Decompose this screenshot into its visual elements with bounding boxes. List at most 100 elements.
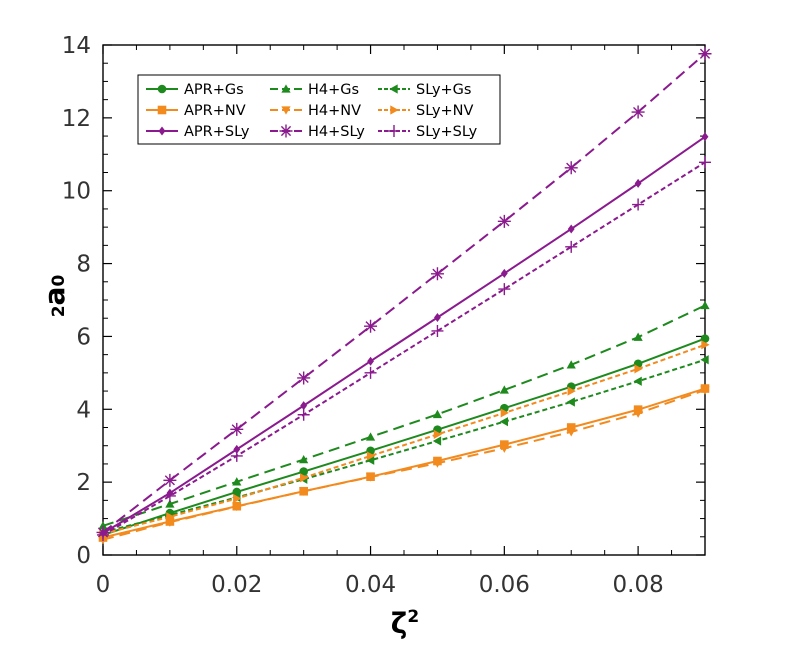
data-point-sly-sly-4 bbox=[364, 366, 377, 379]
data-point-sly-gs-4 bbox=[365, 455, 375, 465]
x-axis-label-sup: 2 bbox=[407, 607, 419, 627]
y-tick-label-0: 0 bbox=[76, 543, 91, 569]
legend-label-sly-gs: SLy+Gs bbox=[416, 82, 471, 98]
y-tick-labels: 0 2 4 6 8 10 12 14 bbox=[62, 33, 91, 569]
legend-marker-apr-sly bbox=[158, 126, 166, 136]
series-line-apr-nv bbox=[102, 387, 706, 539]
data-point-h4-sly-2 bbox=[230, 422, 244, 436]
x-tick-label-1: 0.02 bbox=[211, 572, 262, 598]
data-point-h4-gs-5 bbox=[432, 409, 443, 419]
legend-marker-h4-gs bbox=[281, 84, 291, 93]
data-point-h4-sly-6 bbox=[497, 214, 511, 228]
data-point-sly-nv-4 bbox=[366, 451, 376, 461]
legend-label-h4-gs: H4+Gs bbox=[308, 82, 359, 98]
legend-entry-apr-gs: APR+Gs bbox=[146, 82, 244, 98]
x-tick-label-2: 0.04 bbox=[345, 572, 396, 598]
data-point-h4-gs-3 bbox=[299, 454, 309, 464]
series-h4-gs bbox=[98, 300, 710, 530]
legend-box bbox=[137, 74, 501, 145]
series-sly-sly bbox=[97, 156, 711, 541]
data-point-sly-sly-8 bbox=[632, 198, 645, 211]
data-point-h4-nv-8 bbox=[633, 409, 643, 418]
data-point-h4-gs-4 bbox=[365, 432, 376, 441]
data-point-apr-gs-9 bbox=[700, 334, 710, 343]
legend-marker-sly-sly bbox=[388, 125, 400, 137]
legend-label-apr-gs: APR+Gs bbox=[184, 82, 244, 98]
series-line-sly-nv bbox=[102, 343, 706, 535]
data-point-h4-sly-5 bbox=[430, 267, 444, 281]
data-point-apr-sly-2 bbox=[233, 444, 241, 454]
data-point-h4-nv-4 bbox=[365, 473, 376, 482]
y-axis-label-main: a bbox=[38, 287, 71, 306]
legend-label-sly-nv: SLy+NV bbox=[416, 103, 474, 119]
data-point-sly-nv-7 bbox=[567, 386, 576, 396]
data-point-sly-nv-2 bbox=[233, 493, 242, 504]
data-point-h4-nv-5 bbox=[432, 459, 443, 468]
data-point-sly-sly-6 bbox=[498, 283, 511, 296]
data-point-sly-nv-5 bbox=[433, 429, 443, 440]
data-point-apr-sly-7 bbox=[567, 224, 575, 234]
data-point-sly-gs-5 bbox=[432, 436, 442, 446]
data-point-sly-sly-7 bbox=[565, 240, 578, 253]
data-point-sly-gs-9 bbox=[700, 355, 709, 365]
legend-marker-h4-nv bbox=[281, 106, 291, 115]
data-point-h4-sly-3 bbox=[297, 371, 311, 385]
data-point-sly-sly-0 bbox=[97, 528, 109, 541]
series-apr-sly bbox=[99, 132, 709, 538]
legend-entry-sly-nv: SLy+NV bbox=[378, 103, 474, 119]
data-point-h4-gs-8 bbox=[633, 332, 643, 341]
y-axis-label-pre: 2 bbox=[49, 305, 69, 317]
legend-entry-sly-gs: SLy+Gs bbox=[378, 82, 471, 98]
data-point-h4-nv-1 bbox=[165, 518, 175, 527]
data-point-apr-sly-5 bbox=[434, 312, 441, 322]
legend-label-h4-sly: H4+SLy bbox=[308, 124, 365, 140]
x-axis-label-main: ζ bbox=[391, 607, 408, 640]
data-point-apr-sly-9 bbox=[701, 132, 709, 142]
data-point-sly-sly-5 bbox=[431, 324, 444, 337]
data-point-sly-sly-2 bbox=[230, 449, 243, 462]
data-point-apr-sly-8 bbox=[634, 178, 642, 188]
data-point-h4-gs-1 bbox=[165, 499, 175, 508]
legend-entry-h4-nv: H4+NV bbox=[270, 103, 361, 119]
x-axis-label: ζ2 bbox=[391, 607, 419, 640]
minor-ticks bbox=[103, 45, 706, 555]
data-point-h4-sly-4 bbox=[364, 319, 378, 333]
data-point-h4-nv-6 bbox=[499, 444, 509, 453]
data-point-sly-sly-9 bbox=[699, 156, 711, 169]
data-point-sly-gs-8 bbox=[633, 376, 642, 386]
legend-entry-h4-sly: H4+SLy bbox=[270, 124, 365, 140]
major-ticks bbox=[102, 44, 705, 556]
series-line-h4-sly bbox=[102, 52, 706, 534]
series-line-h4-gs bbox=[102, 304, 706, 527]
data-point-sly-sly-1 bbox=[163, 489, 176, 502]
series-line-sly-sly bbox=[102, 161, 706, 536]
y-tick-label-2: 4 bbox=[76, 397, 91, 423]
legend-label-apr-nv: APR+NV bbox=[184, 103, 246, 119]
data-point-sly-nv-9 bbox=[701, 340, 710, 350]
legend-label-h4-nv: H4+NV bbox=[308, 103, 361, 119]
legend-marker-apr-gs bbox=[157, 84, 167, 94]
y-tick-label-7: 14 bbox=[62, 33, 91, 59]
x-tick-label-0: 0 bbox=[96, 572, 111, 598]
legend-entry-sly-sly: SLy+SLy bbox=[378, 124, 478, 140]
data-point-h4-nv-2 bbox=[232, 502, 242, 512]
series-group bbox=[96, 47, 712, 545]
data-point-sly-nv-8 bbox=[634, 364, 643, 374]
data-point-apr-sly-3 bbox=[300, 401, 308, 411]
series-line-sly-gs bbox=[102, 358, 706, 534]
series-apr-gs bbox=[98, 334, 710, 540]
data-point-h4-nv-3 bbox=[299, 487, 309, 496]
y-tick-label-3: 6 bbox=[76, 324, 91, 350]
series-sly-nv bbox=[99, 340, 710, 539]
legend-entry-apr-nv: APR+NV bbox=[146, 103, 246, 119]
y-axis-label-sub: 0 bbox=[49, 275, 69, 287]
data-point-apr-sly-4 bbox=[367, 356, 374, 366]
legend-entry-h4-gs: H4+Gs bbox=[270, 82, 359, 98]
data-point-apr-gs-3 bbox=[299, 467, 308, 476]
x-tick-label-3: 0.06 bbox=[479, 572, 530, 598]
data-point-h4-nv-9 bbox=[700, 386, 710, 395]
y-tick-label-4: 8 bbox=[76, 252, 91, 278]
legend-label-sly-sly: SLy+SLy bbox=[416, 124, 478, 140]
legend-label-apr-sly: APR+SLy bbox=[184, 124, 250, 140]
